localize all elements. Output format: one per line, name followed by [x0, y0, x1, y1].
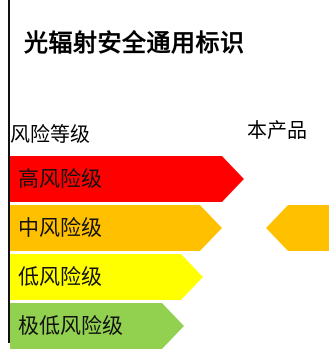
risk-bar-low-shape: [10, 254, 203, 300]
risk-bar-low-arrow: [10, 254, 203, 300]
risk-level-header: 风险等级: [10, 122, 90, 146]
label-border: [8, 0, 10, 343]
product-marker-shape: [266, 205, 329, 251]
risk-bar-high-arrow: [10, 156, 244, 202]
risk-bar-very-low-shape: [10, 303, 184, 349]
risk-bar-high-shape: [10, 156, 244, 202]
product-level-marker: [266, 205, 329, 251]
risk-bar-medium-label: 中风险级: [18, 216, 102, 240]
risk-bar-medium-arrow: [10, 205, 222, 251]
risk-bar-medium-shape: [10, 205, 222, 251]
product-header: 本产品: [247, 118, 307, 142]
label-title: 光辐射安全通用标识: [24, 29, 245, 57]
risk-bar-very-low-label: 极低风险级: [18, 314, 123, 338]
risk-bar-very-low-arrow: [10, 303, 184, 349]
risk-bar-high-label: 高风险级: [18, 167, 102, 191]
product-marker-arrow-icon: [266, 205, 329, 251]
risk-bar-low-label: 低风险级: [18, 265, 102, 289]
